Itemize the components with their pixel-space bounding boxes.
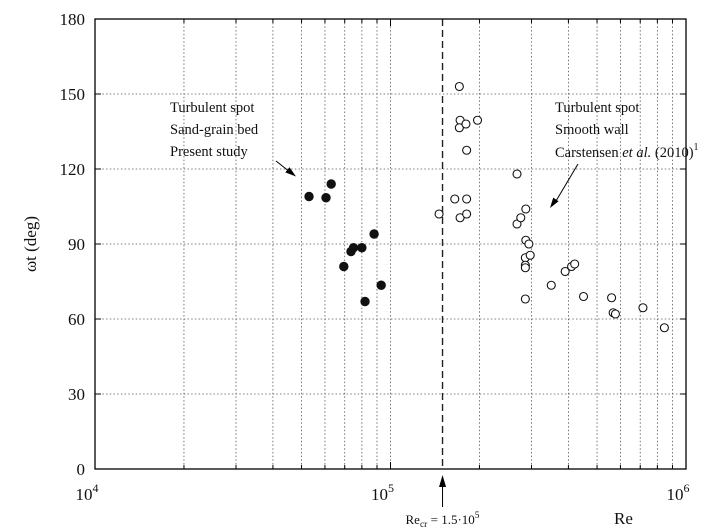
y-tick-label: 90 bbox=[68, 235, 85, 254]
data-point-open bbox=[516, 213, 526, 223]
y-tick-label: 150 bbox=[60, 85, 86, 104]
y-tick-label: 120 bbox=[60, 160, 86, 179]
data-point-filled bbox=[304, 191, 314, 202]
data-point-open bbox=[512, 169, 522, 179]
plot-frame bbox=[94, 18, 687, 470]
data-point-open bbox=[434, 209, 444, 219]
data-points bbox=[304, 81, 669, 333]
data-point-open bbox=[524, 239, 534, 249]
data-point-open bbox=[659, 323, 669, 333]
data-point-open bbox=[525, 250, 535, 260]
data-point-filled bbox=[339, 261, 349, 272]
x-tick-label: 104 bbox=[76, 481, 99, 504]
critical-re-annotation: Recr = 1.5·105 bbox=[406, 475, 480, 529]
annotation-arrow bbox=[555, 163, 579, 202]
data-point-open bbox=[546, 280, 556, 290]
annotation-line-3: Present study bbox=[170, 144, 248, 160]
annotation-sand-grain: Turbulent spot Sand-grain bed Present st… bbox=[170, 100, 296, 177]
data-point-open bbox=[520, 294, 530, 304]
annotation-line-2: Sand-grain bed bbox=[170, 122, 259, 138]
data-point-open bbox=[454, 81, 464, 92]
data-point-open bbox=[462, 194, 472, 204]
x-tick-label: 106 bbox=[667, 481, 690, 504]
x-axis-label: Re bbox=[614, 509, 633, 528]
annotation-arrowhead bbox=[550, 197, 559, 208]
y-ticks: 0 30 60 90 120 150 180 bbox=[60, 10, 686, 479]
data-point-filled bbox=[376, 280, 386, 290]
data-point-filled bbox=[326, 179, 336, 189]
critical-re-exponent: 5 bbox=[475, 511, 480, 521]
y-tick-label: 60 bbox=[68, 310, 85, 329]
annotation-line-3: Carstensen et al. (2010)1 bbox=[555, 142, 699, 161]
data-point-open bbox=[461, 119, 471, 129]
data-point-open bbox=[607, 293, 617, 303]
y-tick-label: 0 bbox=[77, 460, 86, 479]
data-point-open bbox=[570, 259, 580, 269]
data-point-open bbox=[472, 115, 483, 125]
x-tick-label: 105 bbox=[371, 481, 394, 504]
annotation-line-1: Turbulent spot bbox=[555, 100, 639, 116]
y-tick-label: 30 bbox=[68, 385, 85, 404]
data-point-filled bbox=[321, 193, 331, 203]
annotation-line-2: Smooth wall bbox=[555, 122, 629, 138]
annotation-arrowhead bbox=[285, 167, 296, 177]
grid bbox=[95, 19, 686, 469]
data-point-open bbox=[638, 303, 648, 313]
data-point-open bbox=[520, 263, 530, 273]
data-point-open bbox=[521, 204, 531, 214]
data-point-open bbox=[560, 266, 570, 277]
data-point-filled bbox=[357, 243, 367, 253]
y-axis-label: ωt (deg) bbox=[21, 216, 40, 272]
data-point-open bbox=[610, 309, 620, 319]
data-point-open bbox=[450, 194, 460, 204]
data-point-filled bbox=[360, 296, 370, 307]
annotation-smooth-wall: Turbulent spot Smooth wall Carstensen et… bbox=[550, 100, 699, 208]
critical-re-subscript: cr bbox=[420, 520, 428, 529]
y-tick-label: 180 bbox=[60, 10, 86, 29]
x-ticks: 104 105 106 bbox=[76, 19, 690, 504]
critical-re-arrowhead bbox=[439, 475, 447, 487]
data-point-filled bbox=[369, 229, 379, 239]
data-point-open bbox=[462, 209, 472, 219]
critical-re-label: Recr = 1.5·105 bbox=[406, 511, 480, 529]
data-point-open bbox=[578, 291, 589, 302]
data-point-open bbox=[462, 145, 472, 155]
data-point-filled bbox=[348, 243, 359, 253]
annotation-line-1: Turbulent spot bbox=[170, 100, 254, 116]
data-point-open bbox=[454, 123, 464, 133]
